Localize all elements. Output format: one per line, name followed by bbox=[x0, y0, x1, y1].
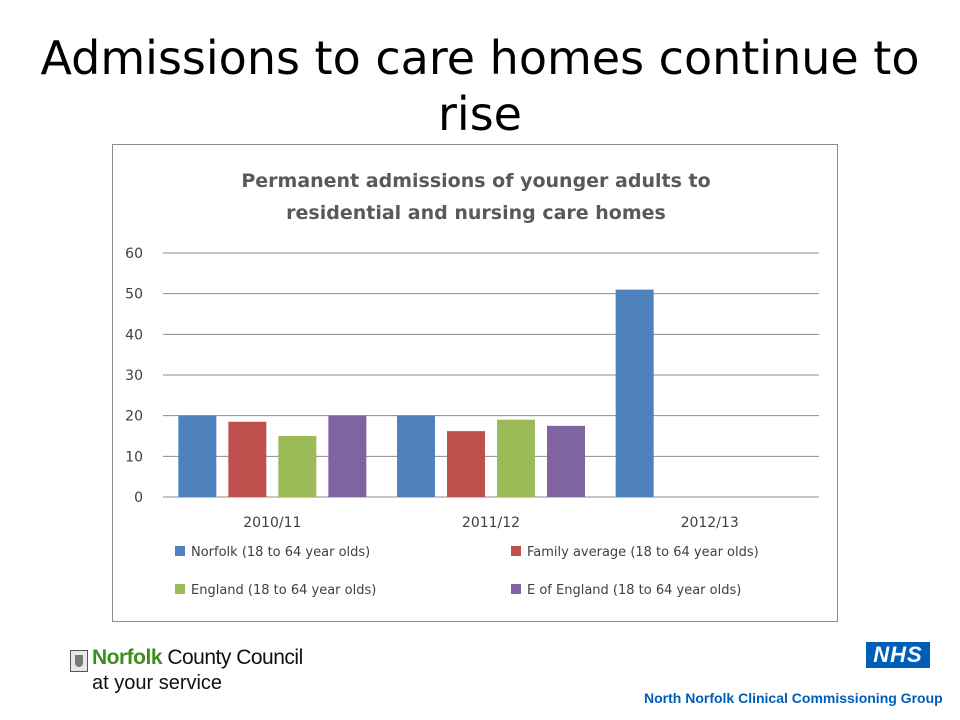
council-tagline: at your service bbox=[92, 672, 223, 694]
slide-title-line-1: Admissions to care homes continue to bbox=[40, 31, 920, 85]
nhs-logo: NHS bbox=[866, 642, 930, 668]
council-crest-icon bbox=[70, 650, 88, 672]
chart-title-line-1: Permanent admissions of younger adults t… bbox=[241, 170, 710, 192]
bar-4-1 bbox=[328, 415, 367, 497]
y-tick-label-40: 40 bbox=[125, 327, 143, 343]
x-tick-label-1: 2010/11 bbox=[243, 515, 301, 531]
legend-swatch-2 bbox=[511, 546, 521, 556]
legend-swatch-3 bbox=[175, 584, 185, 594]
x-tick-label-2: 2011/12 bbox=[462, 515, 520, 531]
bar-1-2 bbox=[397, 415, 435, 497]
bar-3-2 bbox=[497, 419, 535, 497]
y-tick-label-30: 30 bbox=[125, 368, 143, 384]
legend-swatch-4 bbox=[511, 584, 521, 594]
norfolk-county-council-logo: Norfolk County Council at your service bbox=[70, 644, 303, 704]
slide-title-line-2: rise bbox=[438, 87, 522, 141]
legend-label-4: E of England (18 to 64 year olds) bbox=[527, 583, 741, 598]
bar-4-2 bbox=[547, 425, 585, 497]
bar-1-3 bbox=[615, 289, 654, 497]
bar-1-1 bbox=[178, 415, 217, 497]
slide-title: Admissions to care homes continue to ris… bbox=[40, 30, 920, 142]
bar-chart: Permanent admissions of younger adults t… bbox=[112, 144, 838, 622]
ccg-name: North Norfolk Clinical Commissioning Gro… bbox=[644, 690, 943, 706]
y-tick-label-10: 10 bbox=[125, 449, 143, 465]
y-tick-label-50: 50 bbox=[125, 287, 143, 303]
legend-label-3: England (18 to 64 year olds) bbox=[191, 583, 376, 598]
council-name-rest: County Council bbox=[162, 646, 303, 669]
chart-canvas: Permanent admissions of younger adults t… bbox=[125, 170, 819, 598]
y-tick-label-0: 0 bbox=[134, 490, 143, 506]
legend-label-1: Norfolk (18 to 64 year olds) bbox=[191, 545, 370, 560]
bar-3-1 bbox=[278, 436, 317, 497]
council-name: Norfolk County Council bbox=[92, 646, 303, 670]
council-name-norfolk: Norfolk bbox=[92, 646, 163, 669]
bar-2-2 bbox=[447, 431, 485, 497]
legend-swatch-1 bbox=[175, 546, 185, 556]
chart-title-line-2: residential and nursing care homes bbox=[286, 202, 666, 224]
legend-label-2: Family average (18 to 64 year olds) bbox=[527, 545, 759, 560]
bar-2-1 bbox=[228, 421, 267, 497]
x-tick-label-3: 2012/13 bbox=[681, 515, 739, 531]
y-tick-label-20: 20 bbox=[125, 409, 143, 425]
y-tick-label-60: 60 bbox=[125, 246, 143, 262]
